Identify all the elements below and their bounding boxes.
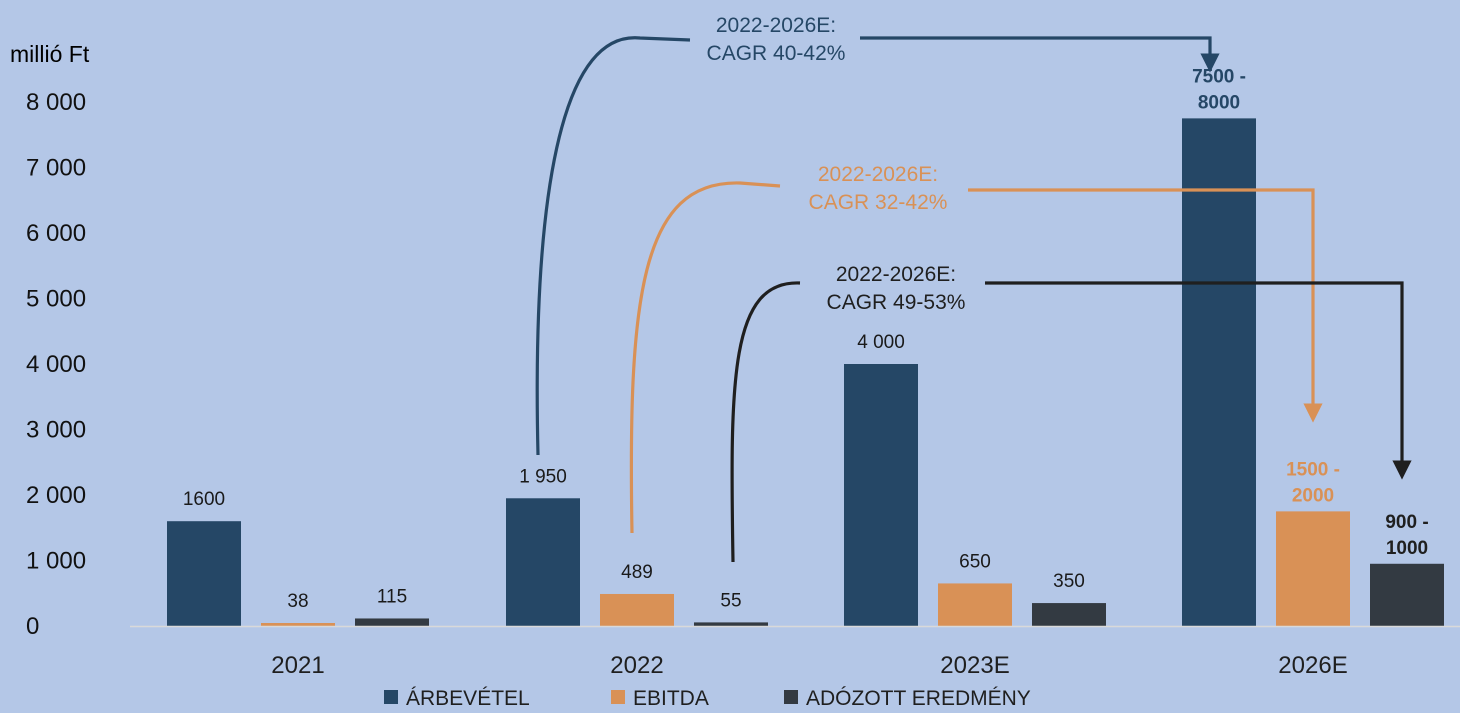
y-tick-label: 8 000 xyxy=(26,89,86,116)
data-label: 650 xyxy=(959,551,991,572)
x-tick-label: 2021 xyxy=(271,652,324,679)
data-label: 55 xyxy=(720,590,741,611)
y-unit-label: millió Ft xyxy=(10,41,90,67)
data-label: 1500 - 2000 xyxy=(1286,459,1340,506)
data-label: 489 xyxy=(621,562,653,583)
bar xyxy=(844,364,918,626)
y-tick-label: 1 000 xyxy=(26,548,86,575)
data-label-line: 1000 xyxy=(1386,538,1428,559)
legend-label: ADÓZOTT EREDMÉNY xyxy=(806,687,1031,710)
bar xyxy=(938,583,1012,626)
x-tick-label: 2023E xyxy=(940,652,1009,679)
data-label-line: 1500 - xyxy=(1286,459,1340,480)
cagr-annotation-line: CAGR 32-42% xyxy=(809,191,948,214)
legend: ÁRBEVÉTEL EBITDA ADÓZOTT EREDMÉNY xyxy=(384,687,1031,710)
y-tick-label: 5 000 xyxy=(26,286,86,313)
bar xyxy=(506,498,580,626)
bar xyxy=(694,622,768,626)
data-label: 1600 xyxy=(183,489,225,510)
y-axis: millió Ft 0 1 000 2 000 3 000 4 000 5 000 6 000… xyxy=(10,41,90,640)
cagr-annotation-line: CAGR 40-42% xyxy=(707,42,846,65)
x-tick-label: 2022 xyxy=(610,652,663,679)
y-tick-label: 3 000 xyxy=(26,417,86,444)
bar xyxy=(355,618,429,626)
cagr-annotation-line: 2022-2026E: xyxy=(818,163,938,186)
y-tick-label: 0 xyxy=(26,613,39,640)
bars xyxy=(167,118,1444,626)
cagr-arrow xyxy=(730,281,1402,563)
cagr-annotation: 2022-2026E: CAGR 40-42% xyxy=(707,14,846,65)
cagr-annotation-line: 2022-2026E: xyxy=(836,263,956,286)
legend-swatch xyxy=(384,690,398,704)
legend-swatch xyxy=(611,690,625,704)
data-label-line: 2000 xyxy=(1292,485,1334,506)
data-label: 38 xyxy=(287,591,308,612)
cagr-annotation: 2022-2026E: CAGR 49-53% xyxy=(827,263,966,314)
cagr-annotation: 2022-2026E: CAGR 32-42% xyxy=(809,163,948,214)
bar xyxy=(261,623,335,626)
y-tick-label: 2 000 xyxy=(26,482,86,509)
data-label: 4 000 xyxy=(857,332,905,353)
data-label: 350 xyxy=(1053,571,1085,592)
data-label-line: 900 - xyxy=(1385,512,1428,533)
cagr-arrow xyxy=(629,181,1313,534)
bar xyxy=(600,593,674,626)
data-label-line: 7500 - xyxy=(1192,66,1246,87)
x-tick-label: 2026E xyxy=(1278,652,1347,679)
bar xyxy=(1276,511,1350,626)
y-tick-label: 7 000 xyxy=(26,155,86,182)
legend-label: ÁRBEVÉTEL xyxy=(406,687,530,710)
x-axis: 2021 2022 2023E 2026E xyxy=(130,625,1460,679)
data-label: 1 950 xyxy=(519,466,567,487)
legend-swatch xyxy=(784,690,798,704)
data-label: 900 - 1000 xyxy=(1385,512,1428,559)
legend-label: EBITDA xyxy=(633,687,709,710)
cagr-arrows: 2022-2026E: CAGR 40-42% 2022-2026E: CAGR 32… xyxy=(535,14,1402,563)
cagr-annotation-line: CAGR 49-53% xyxy=(827,291,966,314)
y-tick-label: 6 000 xyxy=(26,220,86,247)
bar xyxy=(1032,603,1106,626)
bar xyxy=(1182,118,1256,626)
y-tick-label: 4 000 xyxy=(26,351,86,378)
data-labels: 1600 1 950 4 000 7500 - 8000 38 489 650 1500 - 20… xyxy=(183,66,1429,612)
bar xyxy=(167,521,241,626)
data-label: 115 xyxy=(377,586,407,607)
bar xyxy=(1370,563,1444,626)
data-label-line: 8000 xyxy=(1198,92,1240,113)
data-label: 7500 - 8000 xyxy=(1192,66,1246,113)
cagr-annotation-line: 2022-2026E: xyxy=(716,14,836,37)
cagr-arrow xyxy=(535,36,1210,456)
